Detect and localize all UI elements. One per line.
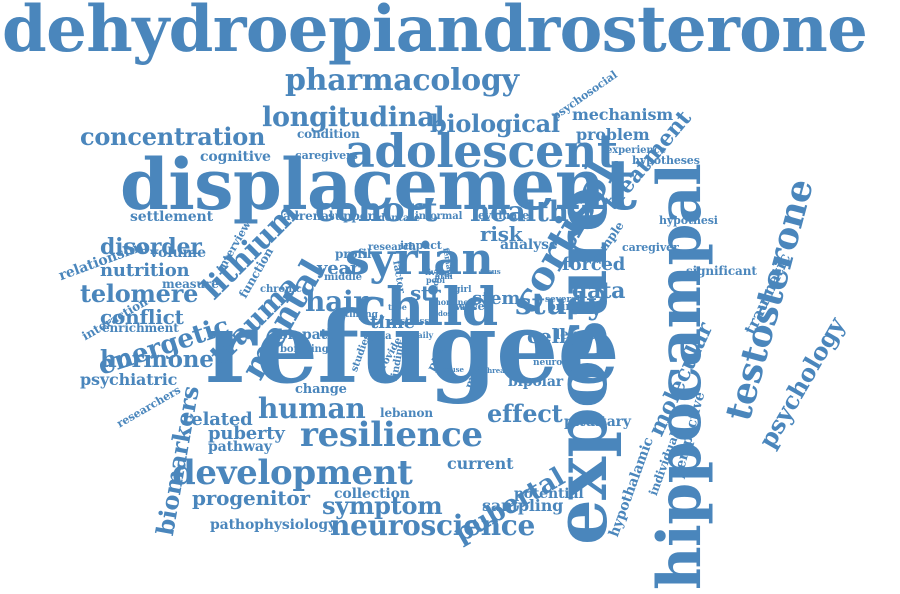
word-adolescent: adolescent: [345, 124, 618, 178]
word-cognitive: cognitive: [200, 149, 271, 165]
word-research: research: [368, 242, 416, 253]
word-dehydroepiandrosterone: dehydroepiandrosterone: [2, 0, 868, 67]
word-refugee: refugee: [205, 291, 620, 406]
word-nonlinear: nonlinear: [435, 297, 478, 307]
word-significant: significant: [686, 264, 757, 278]
word-symptom: symptom: [322, 491, 443, 520]
word-nutrition: nutrition: [100, 260, 190, 281]
word-dentate: dentate: [378, 213, 421, 224]
word-mechanism: mechanism: [572, 105, 674, 124]
word-living: living: [425, 267, 450, 277]
word-risk: risk: [480, 222, 523, 246]
word-stress: stress: [400, 317, 430, 327]
word-volume: volume: [150, 245, 206, 261]
word-caregivers: caregivers: [295, 149, 358, 162]
word-primary: primary: [548, 300, 596, 313]
word-hair: hair: [305, 285, 368, 318]
word-impact: impact: [400, 239, 442, 252]
word-cell: cell: [527, 324, 567, 348]
word-settlement: settlement: [130, 209, 213, 225]
word-development: development: [172, 453, 413, 493]
word-effect: effect: [487, 399, 563, 428]
word-hypothesi: hypothesi: [659, 214, 718, 227]
word-hormone: hormone: [100, 346, 214, 373]
word-potential: potential: [514, 486, 584, 502]
word-caregiver: caregiver: [622, 241, 679, 254]
word-str: str: [410, 281, 441, 305]
word-support: support: [328, 209, 380, 223]
word-hypotheses: hypotheses: [632, 154, 700, 167]
word-conflict: conflict: [100, 305, 184, 329]
word-progenitor: progenitor: [192, 486, 310, 510]
word-telomere: telomere: [80, 279, 199, 308]
word-length: length: [555, 327, 605, 343]
word-evaluate: evaluate: [478, 209, 530, 222]
word-chronic: chronic: [260, 284, 302, 295]
word-cause: cause: [442, 365, 464, 374]
word-girl: girl: [454, 285, 472, 295]
word-sampling: sampling: [482, 496, 564, 515]
word-stem: stem: [472, 288, 521, 309]
word-child: child: [355, 277, 498, 338]
word-neuroscience: neuroscience: [330, 509, 536, 542]
word-change: change: [295, 382, 347, 397]
word-biological: biological: [430, 109, 560, 138]
word-year: year: [317, 258, 360, 279]
word-study: study: [515, 287, 605, 322]
word-type: type: [388, 302, 407, 312]
word-pathophysiology: pathophysiology: [210, 517, 336, 533]
word-analyse: analyse: [500, 237, 558, 253]
word-psychiatric: psychiatric: [80, 370, 178, 389]
word-human: human: [258, 392, 366, 425]
word-concentration: concentration: [80, 122, 266, 151]
word-resilience: resilience: [300, 415, 483, 455]
word-longitudinal: longitudinal: [262, 102, 445, 133]
word-displacement: displacement: [120, 143, 637, 226]
word-several: several: [545, 295, 581, 305]
word-threat: threat: [484, 366, 508, 375]
word-data: data: [572, 278, 626, 304]
word-dose: dose: [438, 309, 456, 318]
word-syrian: syrian: [345, 234, 494, 285]
word-profile: profile: [335, 247, 379, 261]
word-lebanon: lebanon: [380, 406, 433, 420]
word-informal: informal: [415, 211, 463, 222]
word-time: time: [370, 312, 415, 333]
word-middle: middle: [324, 272, 362, 283]
word-pool: pool: [426, 275, 445, 285]
word-biopath: biopath: [278, 327, 337, 343]
word-health: health: [470, 195, 569, 228]
word-arm: arm: [435, 271, 453, 281]
word-pathway: pathway: [208, 439, 272, 455]
word-pituitary: pituitary: [564, 414, 631, 430]
word-axis: axis: [460, 302, 478, 312]
word-experience: experience: [606, 145, 666, 156]
word-adrenal: adrenal: [283, 209, 334, 223]
word-cohort: cohort: [315, 190, 438, 230]
word-enrichment: enrichment: [102, 321, 179, 335]
word-puberty: puberty: [208, 423, 285, 444]
word-forced: forced: [562, 254, 626, 275]
word-collection: collection: [334, 486, 410, 502]
word-problem: problem: [576, 125, 650, 144]
word-current: current: [447, 454, 514, 473]
word-bombing: bombing: [280, 344, 329, 355]
word-condition: condition: [297, 127, 360, 141]
word-related: related: [182, 409, 253, 430]
word-measure: measure: [162, 277, 219, 291]
word-pharmacology: pharmacology: [285, 63, 519, 98]
word-focus: focus: [480, 267, 501, 276]
word-disorder: disorder: [100, 234, 202, 260]
word-syria: syria: [365, 331, 392, 342]
word-timing: timing: [345, 310, 378, 320]
word-bipolar: bipolar: [508, 374, 564, 390]
word-wave: wave: [455, 300, 485, 313]
word-neuron: neuron: [533, 358, 569, 368]
word-daily: daily: [412, 330, 434, 340]
